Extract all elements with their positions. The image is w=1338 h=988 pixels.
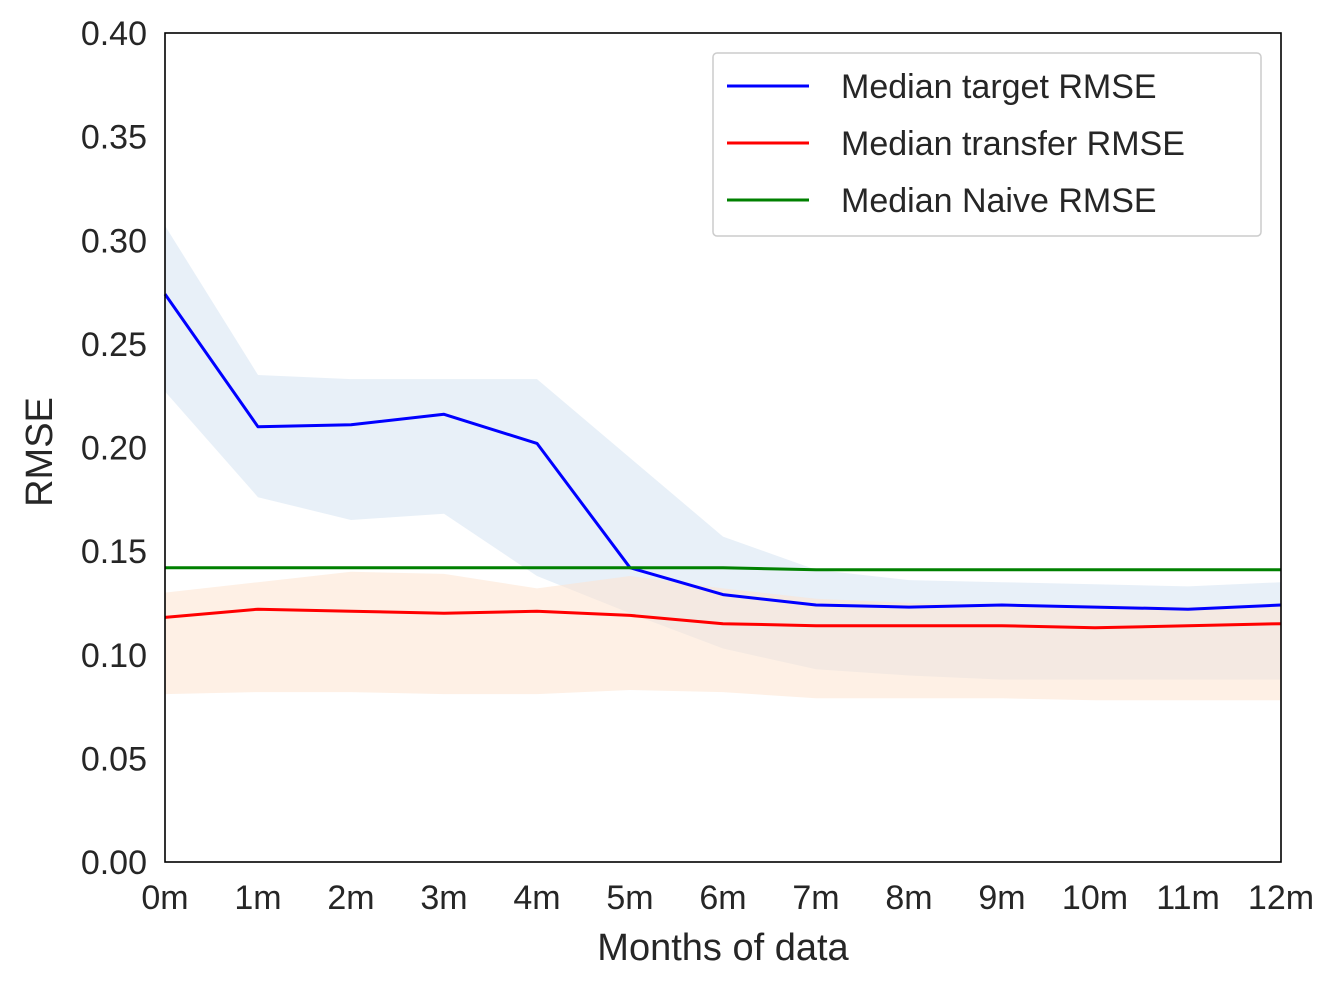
x-tick-label: 5m bbox=[606, 879, 653, 917]
x-axis-ticks: 0m 1m 2m 3m 4m 5m 6m 7m 8m 9m 10m 11m 12m bbox=[141, 879, 1314, 917]
legend-label-2: Median Naive RMSE bbox=[841, 182, 1157, 220]
x-axis-label: Months of data bbox=[597, 927, 849, 969]
y-tick-label: 0.00 bbox=[81, 844, 147, 882]
series-lines bbox=[163, 293, 1282, 630]
y-axis-ticks: 0.00 0.05 0.10 0.15 0.20 0.25 0.30 0.35 0.40 bbox=[81, 15, 147, 882]
legend-box bbox=[712, 52, 1262, 237]
legend: Median target RMSE Median transfer RMSE Me… bbox=[712, 52, 1262, 237]
x-tick-label: 9m bbox=[978, 879, 1025, 917]
band-series-1 bbox=[165, 571, 1281, 701]
x-tick-label: 12m bbox=[1248, 879, 1314, 917]
y-tick-label: 0.40 bbox=[81, 15, 147, 53]
line-series-1 bbox=[164, 607, 1282, 630]
x-tick-label: 10m bbox=[1062, 879, 1128, 917]
x-tick-label: 11m bbox=[1156, 879, 1220, 917]
y-tick-label: 0.35 bbox=[81, 119, 147, 157]
x-tick-label: 6m bbox=[699, 879, 746, 917]
line-series-2 bbox=[165, 566, 1281, 572]
legend-label-0: Median target RMSE bbox=[841, 68, 1157, 106]
x-tick-label: 8m bbox=[885, 879, 932, 917]
plot-frame bbox=[164, 32, 1282, 863]
x-tick-label: 7m bbox=[792, 879, 839, 917]
x-tick-label: 1m bbox=[234, 879, 281, 917]
y-tick-label: 0.10 bbox=[81, 637, 147, 675]
x-tick-label: 4m bbox=[513, 879, 560, 917]
y-tick-label: 0.20 bbox=[81, 430, 147, 468]
y-tick-label: 0.05 bbox=[81, 740, 147, 778]
x-tick-label: 0m bbox=[141, 879, 188, 917]
y-tick-label: 0.30 bbox=[81, 222, 147, 260]
y-axis-label: RMSE bbox=[19, 397, 61, 507]
legend-label-1: Median transfer RMSE bbox=[841, 125, 1185, 163]
line-series-0 bbox=[163, 293, 1282, 611]
confidence-bands bbox=[165, 225, 1281, 701]
y-tick-label: 0.15 bbox=[81, 533, 147, 571]
x-tick-label: 2m bbox=[327, 879, 374, 917]
x-tick-label: 3m bbox=[420, 879, 467, 917]
y-tick-label: 0.25 bbox=[81, 326, 147, 364]
